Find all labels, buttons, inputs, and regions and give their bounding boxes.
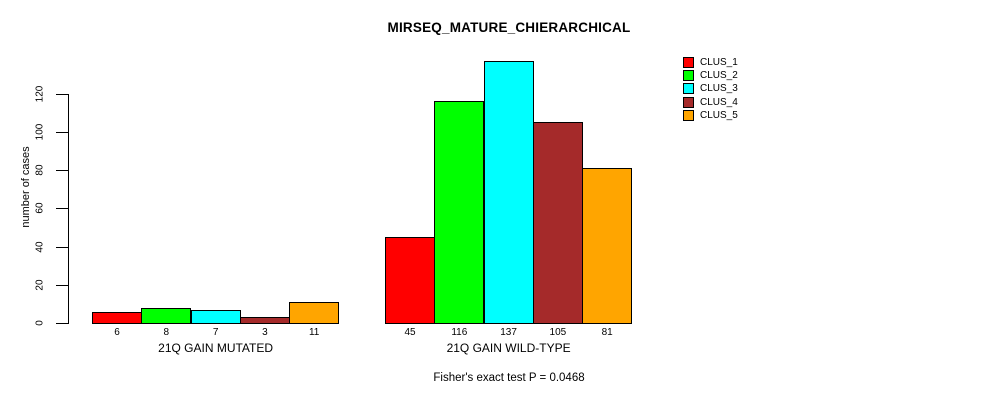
y-axis-tick [56, 93, 68, 95]
y-axis-tick [56, 323, 68, 324]
bar-value-label: 11 [308, 327, 320, 338]
y-axis-tick-label: 60 [34, 202, 46, 214]
bar-clus_2-group2 [434, 101, 485, 324]
legend-item-label: CLUS_2 [700, 70, 738, 82]
y-axis-tick [56, 284, 68, 286]
bar-clus_4-group1 [239, 317, 290, 324]
bar-value-label: 137 [500, 327, 517, 338]
y-axis-tick [56, 170, 68, 172]
legend: CLUS_1 CLUS_2 CLUS_3 CLUS_4 CLUS_5 [683, 56, 738, 122]
bar-clus_2-group1 [141, 307, 192, 324]
legend-color-swatch-icon [683, 109, 694, 121]
legend-item-label: CLUS_1 [700, 57, 738, 69]
legend-color-swatch-icon [683, 96, 694, 108]
fisher-test-annotation: Fisher's exact test P = 0.0468 [433, 372, 585, 384]
group-label-1: 21Q GAIN MUTATED [158, 341, 274, 355]
legend-color-swatch-icon [683, 57, 694, 69]
y-axis-tick [56, 246, 68, 248]
bar-clus_5-group1 [289, 301, 340, 324]
legend-item: CLUS_1 [683, 56, 738, 69]
bar-value-label: 7 [212, 327, 219, 338]
y-axis-tick-label: 80 [34, 164, 46, 176]
legend-item-label: CLUS_4 [700, 96, 738, 108]
y-axis-tick [56, 208, 68, 210]
bar-clus_1-group1 [92, 311, 142, 324]
bar-clus_4-group2 [532, 122, 583, 324]
y-axis-tick-label: 40 [34, 241, 46, 253]
y-axis-label: number of cases [20, 146, 32, 228]
legend-item-label: CLUS_3 [700, 83, 738, 95]
bar-value-label: 6 [114, 327, 120, 338]
y-axis-tick-label: 100 [34, 123, 46, 141]
bar-value-label: 45 [404, 327, 416, 338]
bar-value-label: 8 [163, 327, 170, 338]
chart-title: MIRSEQ_MATURE_CHIERARCHICAL [387, 20, 631, 35]
y-axis-line [68, 93, 69, 324]
bar-clus_3-group1 [190, 309, 241, 324]
legend-color-swatch-icon [683, 83, 694, 95]
y-axis-tick [56, 132, 68, 133]
bar-value-label: 105 [549, 327, 567, 338]
bar-value-label: 81 [601, 327, 613, 338]
y-axis-tick-label: 0 [34, 320, 46, 326]
legend-item: CLUS_3 [683, 82, 738, 95]
legend-item: CLUS_5 [683, 109, 738, 122]
bar-value-label: 116 [451, 327, 468, 338]
legend-color-swatch-icon [683, 70, 694, 82]
bar-clus_5-group2 [582, 168, 633, 324]
legend-item: CLUS_2 [683, 69, 738, 82]
bar-value-label: 3 [262, 327, 268, 338]
legend-item-label: CLUS_5 [700, 109, 738, 121]
group-label-2: 21Q GAIN WILD-TYPE [446, 341, 571, 355]
bar-clus_1-group2 [385, 237, 435, 324]
bar-clus_3-group2 [483, 61, 534, 324]
y-axis-tick-label: 120 [34, 85, 46, 103]
y-axis-tick-label: 20 [34, 279, 46, 291]
legend-item: CLUS_4 [683, 96, 738, 109]
